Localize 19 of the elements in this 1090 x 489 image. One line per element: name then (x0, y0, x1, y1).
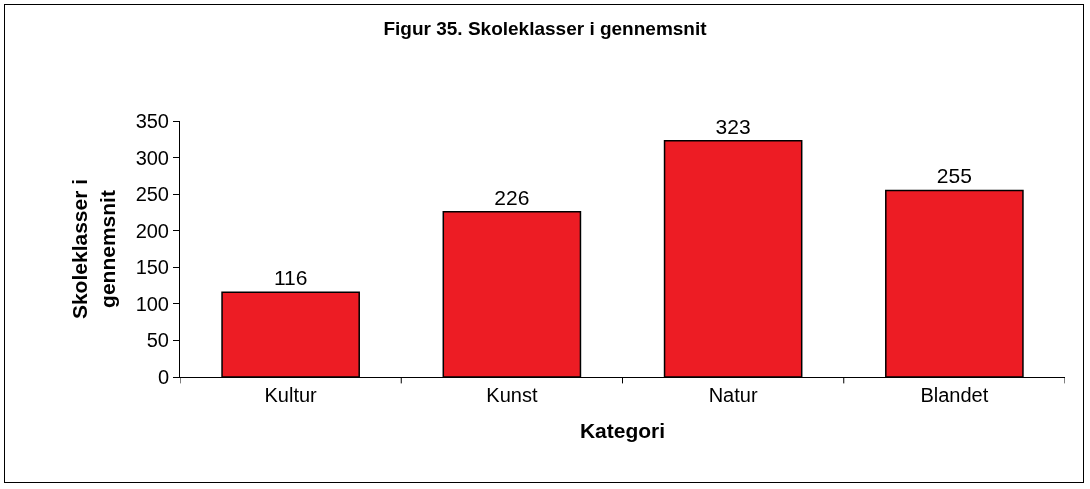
chart-title: Figur 35. Skoleklasser i gennemsnit (383, 18, 708, 40)
x-tick-label: Kunst (486, 384, 538, 406)
y-tick-label: 250 (135, 183, 169, 206)
data-label: 116 (273, 266, 308, 290)
y-axis-title: Skoleklasser i gennemsnit (68, 178, 119, 320)
x-tick-label: Kultur (264, 384, 318, 406)
y-tick-label: 0 (157, 366, 169, 388)
data-label: 323 (715, 114, 751, 138)
y-tick-label: 350 (135, 110, 169, 132)
y-tick-label: 50 (146, 329, 169, 352)
y-tick-label: 200 (135, 219, 169, 242)
y-tick-label: 100 (135, 292, 169, 315)
x-tick-label: Blandet (920, 384, 989, 406)
data-label: 226 (494, 185, 530, 209)
x-tick-label: Natur (708, 384, 758, 406)
y-tick-label: 150 (135, 256, 169, 279)
x-axis-title: Kategori (579, 419, 666, 443)
data-label: 255 (936, 164, 972, 188)
y-tick-label: 300 (135, 146, 169, 169)
